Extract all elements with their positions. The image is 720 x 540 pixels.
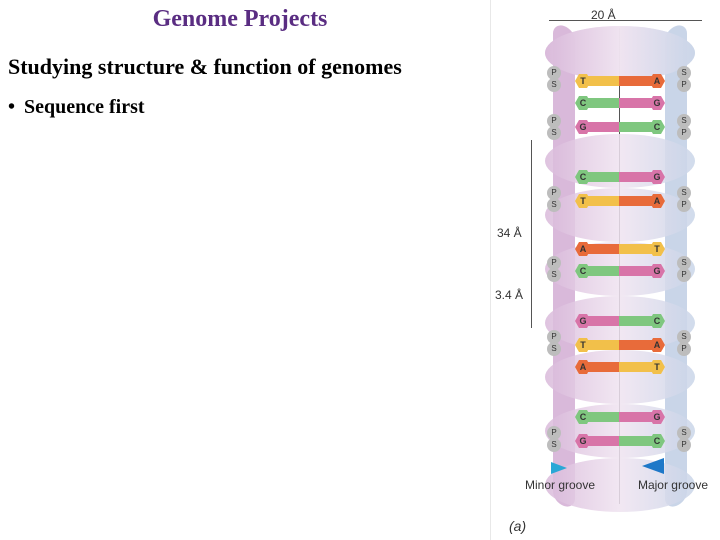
backbone-phosphate: P — [677, 126, 691, 140]
helix-turn — [545, 350, 695, 404]
base-pair — [583, 76, 655, 86]
figure-label: (a) — [509, 518, 526, 534]
bullet-marker: • — [8, 96, 15, 118]
dim-bar-pitch — [531, 140, 532, 328]
base-pair — [583, 266, 655, 276]
backbone-sugar: S — [547, 438, 561, 452]
backbone-sugar: S — [547, 268, 561, 282]
dim-label-width: 20 Å — [591, 8, 616, 22]
slide-subtitle: Studying structure & function of genomes — [8, 54, 402, 80]
base-pair — [583, 362, 655, 372]
base-pair — [583, 316, 655, 326]
bullet-item-1: • Sequence first — [8, 96, 145, 119]
backbone-phosphate: P — [677, 78, 691, 92]
base-pair — [583, 196, 655, 206]
dim-label-pitch: 34 Å — [497, 226, 522, 240]
dim-label-rise: 3.4 Å — [495, 288, 523, 302]
backbone-sugar: S — [547, 198, 561, 212]
base-pair — [583, 98, 655, 108]
base-pair — [583, 122, 655, 132]
backbone-phosphate: P — [677, 342, 691, 356]
minor-groove-label: Minor groove — [525, 478, 595, 492]
backbone-phosphate: P — [677, 438, 691, 452]
backbone-sugar: S — [547, 126, 561, 140]
dna-diagram: 20 Å 34 Å 3.4 Å TACGGCCGTAATCGGCTAATCGGC… — [490, 0, 720, 540]
base-pair — [583, 172, 655, 182]
base-pair — [583, 436, 655, 446]
dna-helix: TACGGCCGTAATCGGCTAATCGGCPSSPPSSPPSSPPSSP… — [545, 26, 695, 506]
base-pair — [583, 244, 655, 254]
helix-turn — [545, 26, 695, 80]
major-groove-label: Major groove — [638, 478, 708, 492]
dim-bar-width — [549, 20, 702, 21]
backbone-phosphate: P — [677, 198, 691, 212]
backbone-phosphate: P — [677, 268, 691, 282]
base-pair — [583, 412, 655, 422]
backbone-sugar: S — [547, 342, 561, 356]
minor-groove-arrow-icon — [551, 462, 567, 474]
base-pair — [583, 340, 655, 350]
major-groove-arrow-icon — [642, 458, 664, 474]
slide-title: Genome Projects — [0, 6, 480, 33]
bullet-text: Sequence first — [24, 96, 145, 118]
backbone-sugar: S — [547, 78, 561, 92]
